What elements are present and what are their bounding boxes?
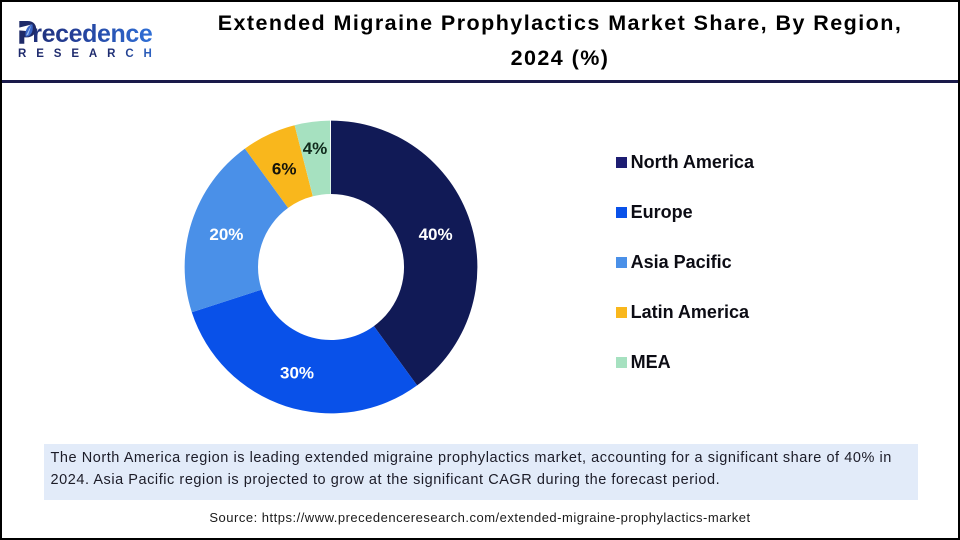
svg-text:4%: 4%	[303, 139, 328, 158]
svg-text:40%: 40%	[419, 225, 453, 244]
svg-text:30%: 30%	[280, 364, 314, 383]
svg-text:6%: 6%	[272, 160, 297, 179]
svg-text:20%: 20%	[209, 225, 243, 244]
